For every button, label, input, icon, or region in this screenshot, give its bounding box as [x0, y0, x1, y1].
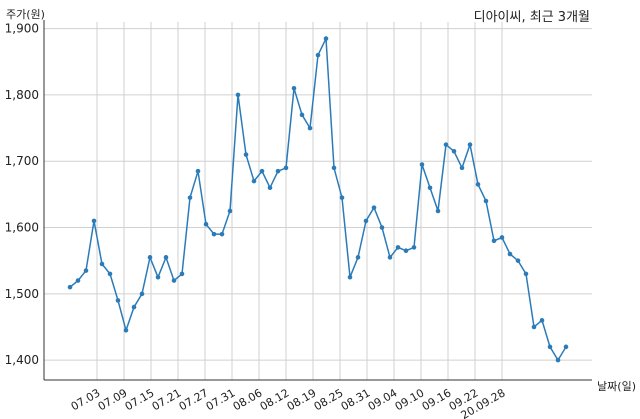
- data-point: [323, 36, 329, 41]
- data-point: [443, 142, 449, 147]
- data-point: [283, 165, 289, 171]
- data-point: [363, 218, 369, 224]
- data-point: [211, 231, 217, 237]
- data-point: [331, 165, 337, 171]
- data-point: [427, 185, 433, 191]
- y-tick-label: 1,800: [5, 88, 39, 102]
- data-point: [203, 221, 209, 227]
- data-point: [115, 298, 121, 303]
- y-tick-label: 1,600: [5, 221, 39, 235]
- y-tick-label: 1,700: [5, 154, 39, 168]
- x-tick-label: 08.06: [231, 386, 265, 413]
- data-point: [315, 52, 321, 58]
- data-point: [387, 255, 393, 260]
- chart-title: 디아이씨, 최근 3개월: [473, 10, 590, 25]
- data-point: [491, 238, 497, 244]
- data-point: [243, 152, 249, 157]
- data-point: [483, 198, 489, 204]
- data-point: [187, 195, 193, 200]
- data-point: [67, 284, 73, 290]
- y-tick-label: 1,400: [5, 353, 39, 367]
- data-point: [467, 142, 473, 147]
- data-point: [355, 255, 361, 260]
- data-point: [403, 248, 409, 254]
- data-point: [515, 258, 521, 263]
- x-tick-label: 09.04: [366, 386, 400, 413]
- x-tick-label: 07.21: [150, 386, 184, 413]
- x-tick-label: 07.15: [123, 386, 157, 413]
- data-point: [107, 271, 113, 277]
- data-point: [147, 255, 153, 260]
- x-tick-label: 07.03: [69, 386, 103, 413]
- data-point: [547, 344, 553, 350]
- data-point: [563, 344, 569, 350]
- data-point: [195, 168, 201, 174]
- data-point: [83, 268, 89, 273]
- data-point: [459, 165, 465, 171]
- y-tick-label: 1,900: [5, 22, 39, 36]
- data-point: [75, 278, 81, 283]
- x-tick-label: 08.19: [285, 386, 319, 413]
- x-tick-label: 08.31: [339, 386, 373, 413]
- data-point: [275, 168, 281, 174]
- data-point: [339, 195, 345, 200]
- x-tick-label: 08.25: [312, 386, 346, 413]
- data-point: [227, 208, 233, 214]
- data-point: [291, 85, 297, 91]
- data-point: [91, 218, 97, 224]
- data-point: [307, 125, 313, 131]
- data-point: [539, 318, 545, 323]
- y-axis-label: 주가(원): [6, 8, 45, 21]
- data-point: [299, 112, 305, 118]
- data-point: [419, 162, 425, 167]
- data-point: [131, 304, 137, 310]
- x-tick-label: 07.31: [204, 386, 238, 413]
- data-point: [99, 261, 105, 267]
- data-point: [123, 327, 129, 333]
- x-tick-label: 07.09: [96, 386, 130, 413]
- data-point: [475, 182, 481, 187]
- data-point: [155, 274, 161, 280]
- x-axis-label: 날짜(일): [597, 380, 636, 393]
- x-tick-label: 08.12: [258, 386, 292, 413]
- data-point: [371, 205, 377, 210]
- data-point: [531, 324, 537, 330]
- data-point: [171, 278, 177, 283]
- data-point: [235, 92, 241, 98]
- y-tick-label: 1,500: [5, 287, 39, 301]
- data-point: [219, 231, 225, 237]
- x-tick-label: 09.10: [393, 386, 427, 413]
- data-point: [379, 225, 385, 230]
- data-point: [259, 168, 265, 174]
- data-point: [251, 178, 257, 184]
- data-point: [411, 245, 417, 250]
- price-line: [69, 35, 567, 362]
- x-tick-label: 09.16: [420, 386, 454, 413]
- data-point: [139, 291, 145, 297]
- data-point: [499, 235, 505, 240]
- data-point: [507, 251, 513, 257]
- data-point: [179, 271, 185, 277]
- data-point: [267, 185, 273, 191]
- data-point: [435, 208, 441, 214]
- data-point: [451, 148, 457, 154]
- data-point: [163, 255, 169, 260]
- x-tick-label: 07.27: [177, 386, 211, 413]
- data-point: [347, 274, 353, 280]
- data-point: [523, 271, 529, 277]
- data-point: [555, 357, 561, 363]
- data-point: [395, 245, 401, 250]
